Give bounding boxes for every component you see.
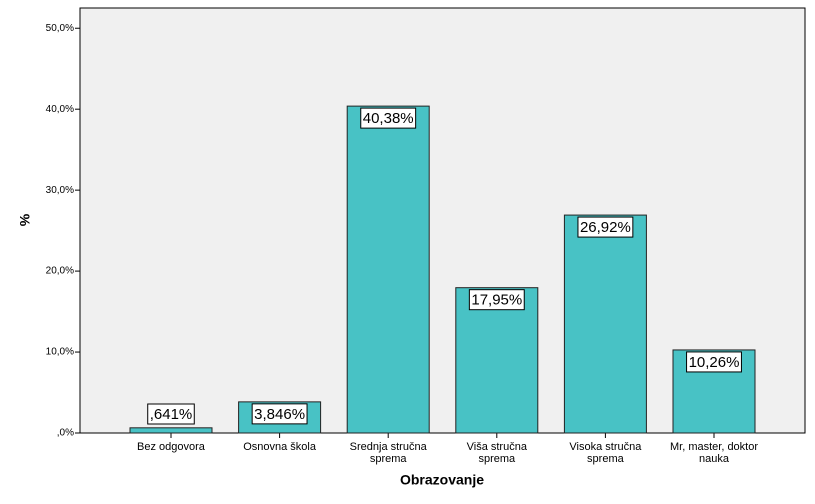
x-tick-label: Mr, master, doktor nauka [669, 441, 759, 465]
bar [563, 214, 647, 434]
data-label-box [360, 107, 417, 129]
data-label-box [147, 403, 195, 425]
y-tick-label: 10,0% [46, 347, 74, 358]
data-label: 40,38% [363, 110, 414, 127]
x-axis-label: Obrazovanje [400, 472, 484, 488]
x-tick-label: Osnovna škola [243, 441, 316, 453]
data-label: 17,95% [471, 292, 522, 309]
bar [346, 105, 430, 434]
x-tick-label: Bez odgovora [137, 441, 205, 453]
data-label-box [468, 289, 525, 311]
y-tick-label: 30,0% [46, 185, 74, 196]
y-axis-label: % [17, 213, 33, 226]
data-label-box [686, 351, 742, 373]
data-label-box [251, 403, 308, 425]
bar [455, 287, 539, 434]
data-label: 10,26% [689, 354, 740, 371]
y-tick-label: 40,0% [46, 104, 74, 115]
y-tick-label: ,0% [57, 428, 74, 439]
x-tick-label: Viša stručna sprema [466, 441, 527, 465]
data-label: 3,846% [254, 406, 305, 423]
data-label: 26,92% [580, 219, 631, 236]
y-tick-label: 20,0% [46, 266, 74, 277]
y-tick-label: 50,0% [46, 23, 74, 34]
bar [129, 427, 213, 434]
x-tick-label: Visoka stručna sprema [569, 441, 642, 465]
data-label-box [577, 216, 634, 238]
x-tick-label: Srednja stručna sprema [349, 441, 427, 465]
data-label: ,641% [150, 406, 193, 423]
